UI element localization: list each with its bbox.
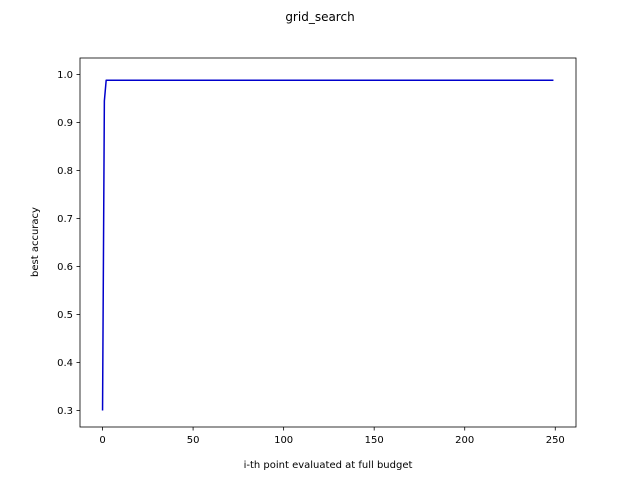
y-tick-label: 0.8 [57,166,73,177]
x-tick-label: 0 [99,435,105,446]
y-axis-label: best accuracy [30,207,41,277]
x-tick-label: 200 [455,435,474,446]
plot-frame [79,57,577,428]
x-axis-label: i-th point evaluated at full budget [244,460,413,471]
y-tick-label: 0.9 [57,118,73,129]
y-tick-label: 0.3 [57,406,73,417]
y-tick-label: 0.4 [57,358,73,369]
chart-title: grid_search [285,10,354,24]
y-tick-label: 0.6 [57,262,73,273]
x-tick-label: 250 [546,435,565,446]
x-tick-label: 100 [274,435,293,446]
x-tick-label: 150 [365,435,384,446]
y-tick-label: 1.0 [57,70,73,81]
x-tick-label: 50 [187,435,200,446]
y-tick-label: 0.7 [57,214,73,225]
y-tick-label: 0.5 [57,310,73,321]
series-line-0 [101,79,554,411]
